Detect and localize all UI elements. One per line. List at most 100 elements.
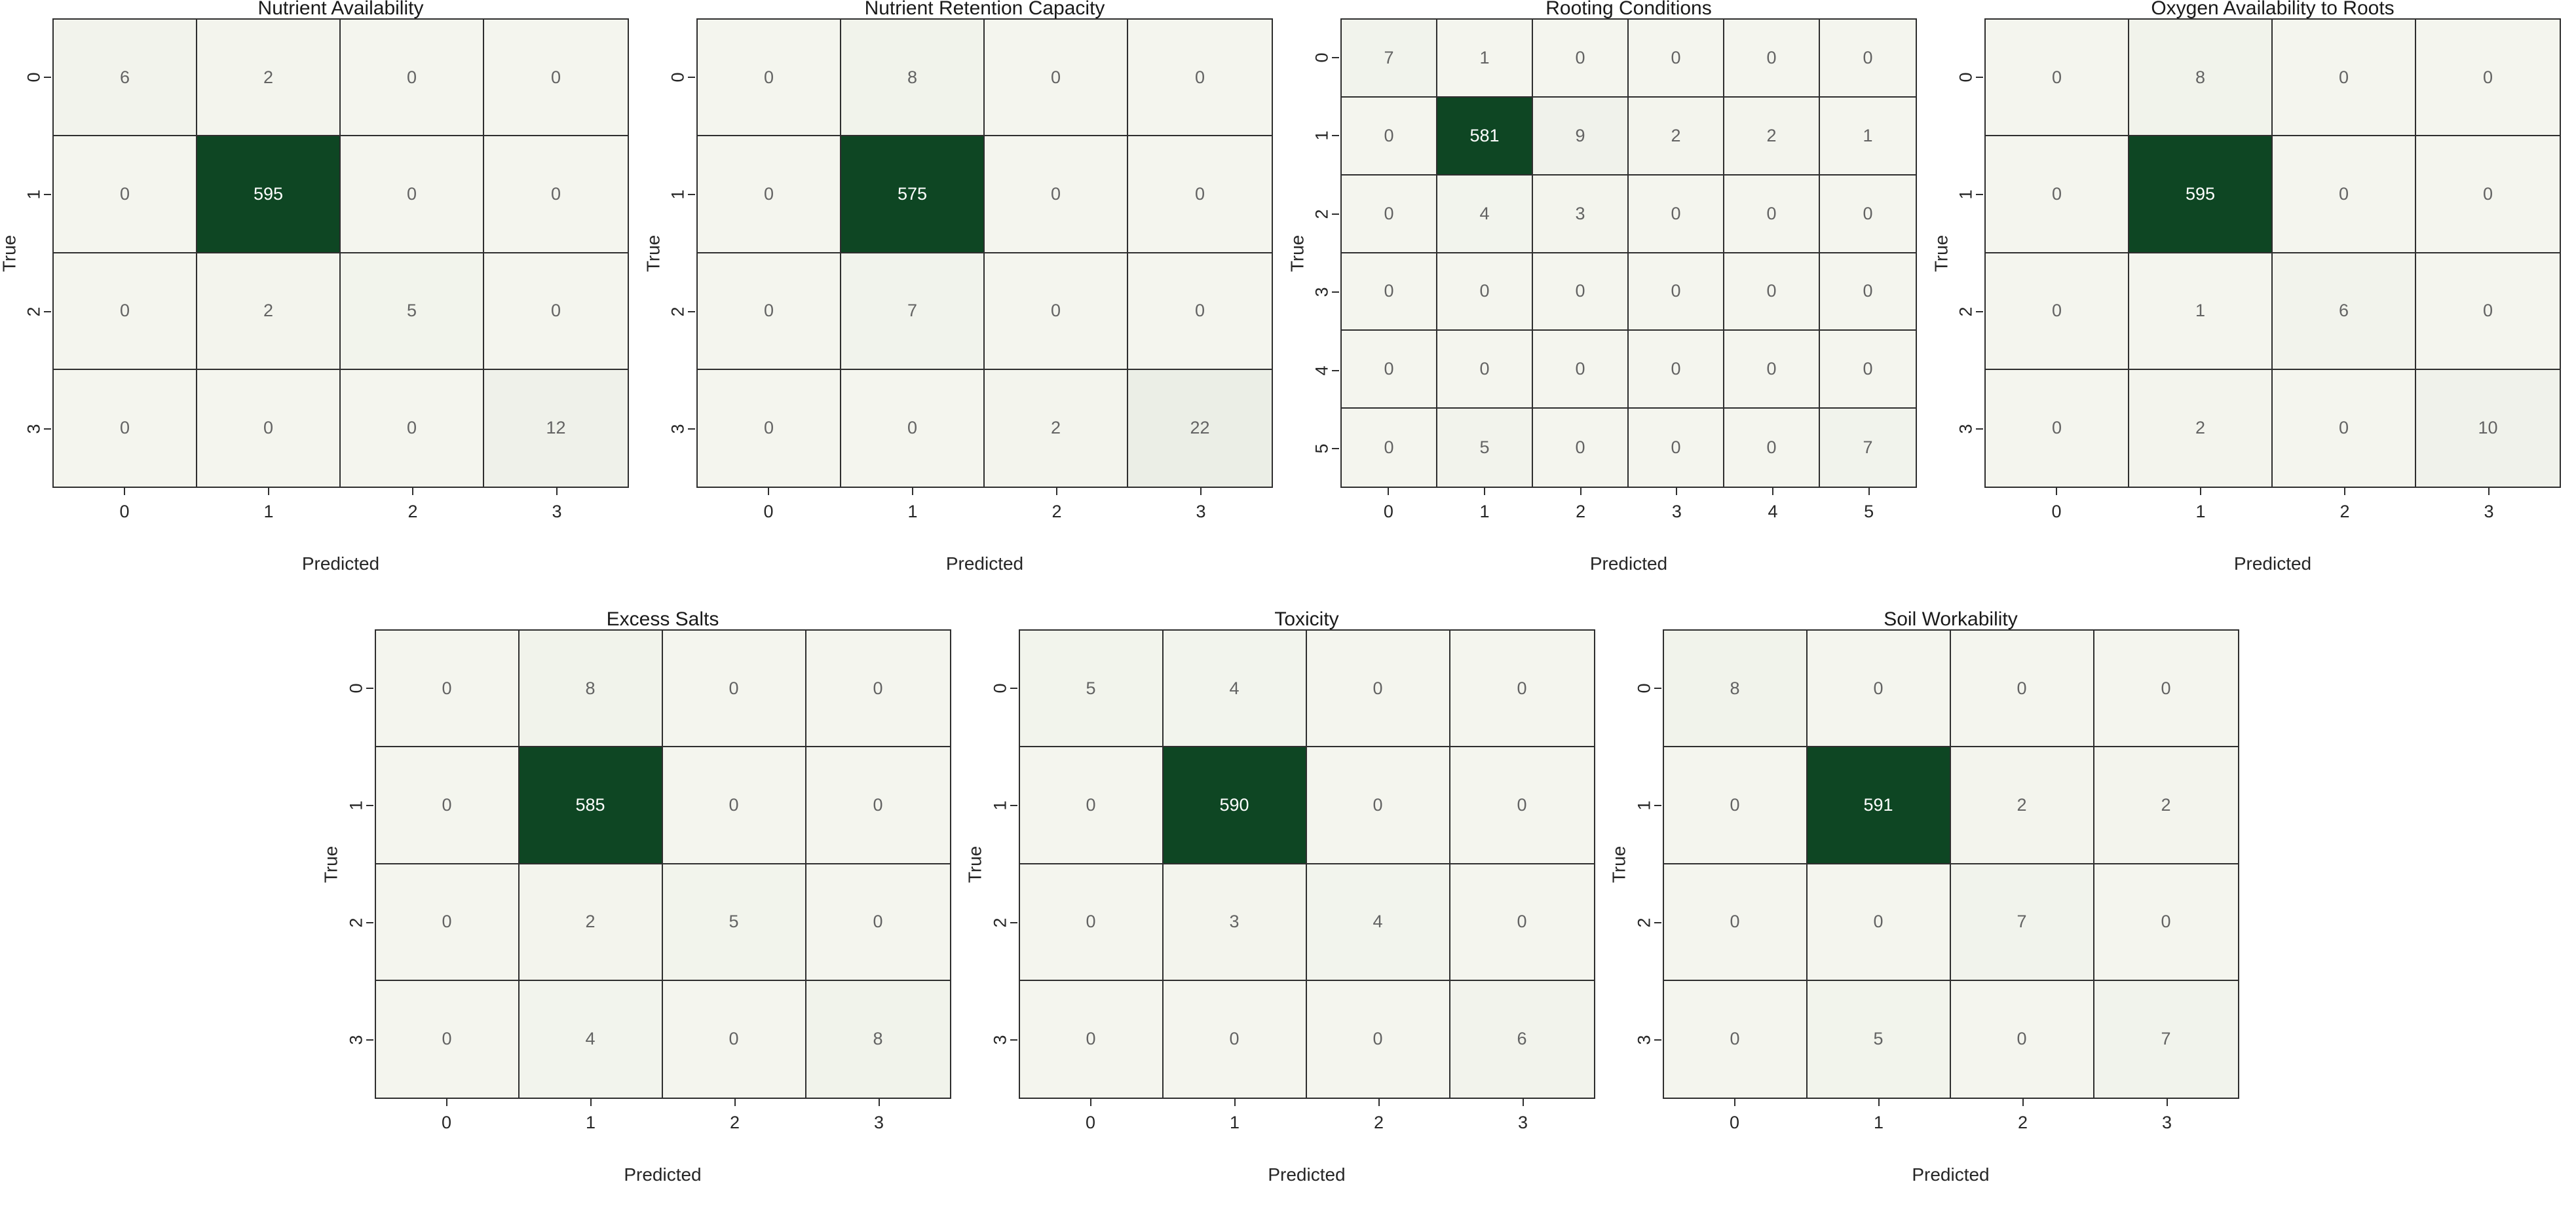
y-tick-mark — [1654, 1039, 1661, 1041]
cell-value: 0 — [442, 794, 452, 815]
cell-value: 0 — [1194, 183, 1205, 204]
cell-value: 0 — [406, 418, 417, 438]
matrix-cell-r3-c1: 0 — [1163, 980, 1307, 1098]
cell-value: 0 — [550, 67, 561, 87]
x-tick-mark — [2344, 488, 2345, 495]
x-axis-label: Predicted — [1268, 1164, 1346, 1185]
cell-value: 0 — [763, 418, 774, 438]
matrix-cell-r2-c0: 0 — [1019, 864, 1164, 981]
matrix-cell-r0-c2: 0 — [1306, 631, 1450, 748]
cell-value: 1 — [2195, 301, 2206, 321]
x-tick-label: 2 — [407, 502, 418, 521]
cell-value: 0 — [2161, 912, 2171, 932]
cell-value: 3 — [1229, 912, 1240, 932]
y-tick-label: 3 — [24, 424, 44, 434]
y-tick-label: 2 — [1312, 209, 1332, 219]
matrix-cell-r4-c5: 0 — [1820, 331, 1916, 409]
matrix-cell-r1-c2: 0 — [1306, 747, 1450, 864]
cell-value: 0 — [1766, 47, 1777, 67]
x-tick-label: 2 — [729, 1113, 740, 1132]
y-tick-mark — [1010, 687, 1017, 689]
y-tick-label: 3 — [1956, 424, 1976, 434]
heatmap-grid: 0 8 0 0 0 575 0 0 0 7 0 0 0 0 2 22 — [696, 18, 1273, 488]
cell-value: 0 — [1863, 47, 1873, 67]
cell-value: 7 — [2161, 1029, 2171, 1049]
y-tick-mark — [688, 311, 695, 313]
matrix-cell-r5-c1: 5 — [1437, 409, 1533, 487]
y-tick-mark — [366, 1039, 373, 1041]
x-tick-mark — [878, 1099, 880, 1106]
cell-value: 0 — [1373, 1029, 1383, 1049]
y-tick-label: 4 — [1312, 365, 1332, 376]
matrix-cell-r3-c2: 0 — [341, 369, 484, 487]
cell-value: 585 — [575, 794, 605, 815]
matrix-cell-r2-c3: 0 — [1450, 864, 1594, 981]
x-tick-label: 1 — [1229, 1113, 1240, 1132]
cell-value: 0 — [1730, 1029, 1740, 1049]
x-tick-label: 1 — [1873, 1113, 1884, 1132]
y-tick-label: 2 — [668, 306, 688, 317]
y-tick-label: 0 — [1634, 683, 1654, 694]
matrix-cell-r0-c3: 0 — [1128, 20, 1272, 137]
cell-value: 0 — [2482, 183, 2493, 204]
x-tick-mark — [1580, 488, 1582, 495]
x-tick-label: 2 — [1051, 502, 1062, 521]
matrix-cell-r4-c2: 0 — [1533, 331, 1629, 409]
cell-value: 6 — [119, 67, 130, 87]
matrix-cell-r0-c2: 0 — [985, 20, 1128, 137]
cell-value: 0 — [119, 301, 130, 321]
x-tick-mark — [2166, 1099, 2168, 1106]
cell-value: 0 — [2338, 183, 2349, 204]
cell-value: 2 — [585, 912, 596, 932]
matrix-cell-r0-c2: 0 — [662, 631, 806, 748]
x-tick-label: 1 — [263, 502, 274, 521]
cell-value: 8 — [585, 678, 596, 698]
matrix-cell-r5-c3: 0 — [1629, 409, 1724, 487]
x-tick-mark — [2200, 488, 2201, 495]
x-tick-mark — [1200, 488, 1202, 495]
y-tick-label: 3 — [346, 1035, 366, 1045]
cell-value: 0 — [1671, 203, 1681, 223]
cell-value: 2 — [2195, 418, 2206, 438]
y-tick-label: 1 — [1312, 130, 1332, 141]
matrix-cell-r2-c0: 0 — [375, 864, 520, 981]
matrix-cell-r1-c2: 0 — [2273, 136, 2416, 253]
cell-value: 595 — [253, 183, 284, 204]
y-axis-label-text: True — [643, 234, 664, 272]
cell-value: 0 — [442, 912, 452, 932]
y-tick-mark — [1654, 922, 1661, 924]
cell-value: 0 — [1575, 281, 1585, 301]
x-tick-label: 0 — [1729, 1113, 1740, 1132]
y-tick-mark — [1332, 369, 1339, 371]
matrix-cell-r0-c0: 0 — [698, 20, 841, 137]
y-axis-label: True — [1284, 18, 1310, 488]
y-axis-label-text: True — [964, 845, 985, 883]
matrix-cell-r2-c0: 0 — [1663, 864, 1808, 981]
cell-value: 0 — [550, 301, 561, 321]
cell-value: 0 — [1229, 1029, 1240, 1049]
cell-value: 8 — [2195, 67, 2206, 87]
cell-value: 0 — [729, 678, 739, 698]
matrix-cell-r2-c1: 2 — [519, 864, 663, 981]
cell-value: 10 — [2478, 418, 2498, 438]
x-tick-mark — [1868, 488, 1870, 495]
y-tick-mark — [1332, 213, 1339, 215]
cell-value: 0 — [1384, 281, 1394, 301]
y-tick-mark — [1010, 804, 1017, 806]
cell-value: 5 — [729, 912, 739, 932]
cell-value: 1 — [1479, 47, 1490, 67]
cell-value: 0 — [1766, 359, 1777, 379]
cell-value: 0 — [729, 1029, 739, 1049]
x-tick-label: 0 — [2051, 502, 2062, 521]
y-tick-label: 2 — [990, 917, 1010, 928]
cell-value: 4 — [585, 1029, 596, 1049]
matrix-cell-r3-c1: 5 — [1807, 980, 1951, 1098]
y-tick-mark — [1976, 428, 1983, 430]
cell-value: 0 — [1863, 281, 1873, 301]
matrix-cell-r1-c2: 0 — [341, 136, 484, 253]
matrix-cell-r3-c2: 0 — [1533, 253, 1629, 331]
matrix-cell-r3-c0: 0 — [698, 369, 841, 487]
cell-value: 0 — [1575, 437, 1585, 458]
matrix-cell-r1-c1: 595 — [197, 136, 341, 253]
y-axis-label: True — [1928, 18, 1954, 488]
